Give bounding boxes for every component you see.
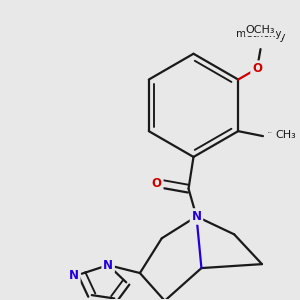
Text: methoxy: methoxy [259, 38, 265, 39]
Text: OCH₃: OCH₃ [246, 25, 275, 35]
Text: methoxy: methoxy [240, 32, 285, 42]
Text: O: O [152, 177, 162, 190]
Text: N: N [191, 210, 202, 223]
Text: methoxy: methoxy [262, 42, 269, 43]
Text: N: N [69, 269, 79, 282]
Text: CH₃: CH₃ [275, 130, 296, 140]
Text: N: N [103, 259, 113, 272]
Text: methyl: methyl [268, 132, 273, 133]
Text: methoxy: methoxy [236, 29, 281, 39]
Text: O: O [252, 62, 262, 75]
